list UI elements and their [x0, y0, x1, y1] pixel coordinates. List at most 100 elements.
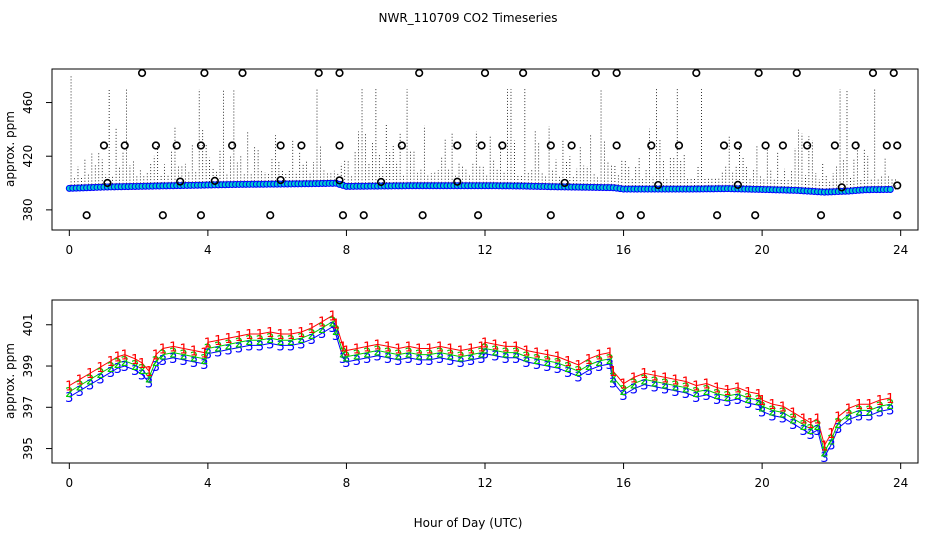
outlier-point [733, 180, 742, 189]
series-marker-1: 1 [758, 394, 766, 409]
series-marker-2: 2 [491, 345, 499, 360]
series-marker-3: 3 [190, 356, 198, 371]
series-marker-2: 2 [415, 349, 423, 364]
series-marker-3: 3 [713, 393, 721, 408]
series-marker-3: 3 [318, 327, 326, 342]
series-marker-1: 1 [481, 336, 489, 351]
outlier-point [103, 178, 112, 188]
series-marker-2: 2 [96, 367, 104, 382]
series-marker-1: 1 [876, 394, 884, 409]
series-marker-3: 3 [651, 381, 659, 396]
series-marker-2: 2 [554, 357, 562, 372]
series-marker-2: 2 [723, 390, 731, 405]
series-marker-1: 1 [169, 340, 177, 355]
series-marker-1: 1 [138, 357, 146, 372]
series-marker-3: 3 [384, 352, 392, 367]
series-marker-1: 1 [682, 376, 690, 391]
series-marker-1: 1 [204, 336, 212, 351]
outlier-point [137, 68, 147, 78]
bottom-xtick-label: 12 [477, 476, 492, 490]
series-marker-1: 1 [768, 398, 776, 413]
series-marker-3: 3 [682, 387, 690, 402]
chart-title: NWR_110709 CO2 Timeseries [379, 11, 558, 25]
series-marker-1: 1 [467, 342, 475, 357]
outlier-point [636, 211, 645, 220]
series-marker-2: 2 [339, 347, 347, 362]
series-marker-3: 3 [806, 428, 814, 443]
outlier-point [754, 68, 763, 78]
series-marker-1: 1 [114, 351, 122, 366]
series-marker-1: 1 [574, 359, 582, 374]
series-marker-1: 1 [651, 369, 659, 384]
data-point [886, 186, 894, 194]
series-marker-2: 2 [543, 355, 551, 370]
series-marker-3: 3 [76, 385, 84, 400]
series-marker-3: 3 [235, 341, 243, 356]
series-line-2 [69, 320, 891, 453]
series-marker-2: 2 [820, 446, 828, 461]
outlier-point [612, 68, 621, 78]
series-marker-1: 1 [287, 328, 295, 343]
series-marker-1: 1 [827, 427, 835, 442]
outlier-point [751, 211, 760, 220]
series-marker-2: 2 [640, 373, 648, 388]
series-marker-3: 3 [436, 352, 444, 367]
series-marker-1: 1 [200, 347, 208, 362]
outlier-point [228, 141, 237, 150]
series-marker-1: 1 [353, 342, 361, 357]
outlier-point [176, 177, 185, 186]
series-marker-3: 3 [328, 321, 336, 336]
outlier-point [612, 141, 621, 150]
series-marker-3: 3 [755, 399, 763, 414]
series-marker-3: 3 [477, 352, 485, 367]
series-marker-3: 3 [543, 360, 551, 375]
series-marker-2: 2 [502, 347, 510, 362]
outlier-point [473, 211, 483, 220]
series-line-1 [69, 314, 891, 447]
top-xtick-label: 20 [754, 243, 769, 257]
series-marker-3: 3 [595, 360, 603, 375]
series-marker-2: 2 [318, 322, 326, 337]
series-marker-2: 2 [834, 417, 842, 432]
series-marker-2: 2 [595, 355, 603, 370]
series-marker-2: 2 [190, 351, 198, 366]
outlier-point [397, 141, 406, 150]
series-marker-3: 3 [619, 389, 627, 404]
series-marker-3: 3 [107, 366, 115, 381]
series-marker-1: 1 [179, 342, 187, 357]
outlier-point [851, 141, 860, 150]
series-marker-2: 2 [661, 378, 669, 393]
outlier-point [335, 141, 344, 150]
series-marker-3: 3 [606, 358, 614, 373]
series-marker-3: 3 [533, 358, 541, 373]
outlier-point [196, 141, 206, 150]
series-marker-2: 2 [827, 433, 835, 448]
series-marker-2: 2 [276, 334, 284, 349]
series-marker-2: 2 [328, 316, 336, 331]
series-marker-3: 3 [789, 418, 797, 433]
bottom-ytick-label: 395 [21, 437, 35, 460]
series-marker-3: 3 [446, 354, 454, 369]
series-marker-2: 2 [609, 371, 617, 386]
series-marker-3: 3 [405, 352, 413, 367]
series-marker-3: 3 [768, 410, 776, 425]
series-marker-1: 1 [152, 349, 160, 364]
series-marker-1: 1 [266, 326, 274, 341]
series-marker-1: 1 [225, 332, 233, 347]
series-marker-3: 3 [820, 451, 828, 466]
series-marker-2: 2 [287, 334, 295, 349]
x-axis-label: Hour of Day (UTC) [414, 516, 523, 530]
series-marker-2: 2 [619, 384, 627, 399]
series-marker-1: 1 [606, 347, 614, 362]
series-marker-1: 1 [713, 382, 721, 397]
series-marker-3: 3 [114, 362, 122, 377]
series-marker-3: 3 [342, 356, 350, 371]
series-marker-1: 1 [595, 349, 603, 364]
series-marker-1: 1 [415, 342, 423, 357]
series-marker-3: 3 [834, 422, 842, 437]
series-marker-1: 1 [436, 340, 444, 355]
series-marker-3: 3 [138, 368, 146, 383]
series-marker-2: 2 [425, 349, 433, 364]
series-marker-2: 2 [152, 355, 160, 370]
